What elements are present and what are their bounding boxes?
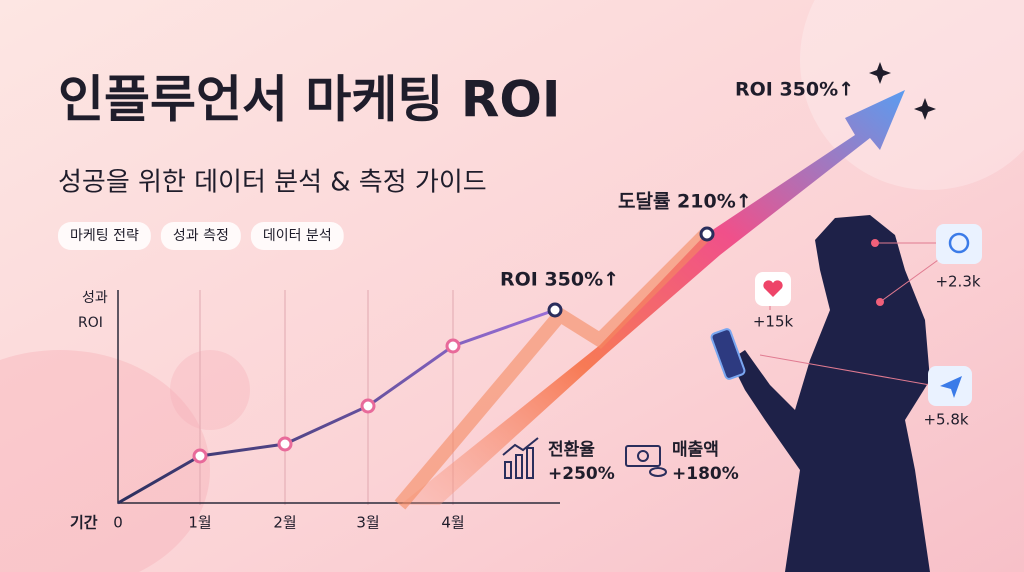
point — [445, 338, 461, 354]
title: 인플루언서 마케팅 ROI — [58, 71, 560, 129]
heart-icon — [763, 280, 783, 297]
blob — [170, 350, 250, 430]
annotation: 도달률 210%↑ — [618, 191, 752, 213]
x-label: 4월 — [441, 514, 464, 532]
social-count: +5.8k — [923, 411, 968, 429]
blob — [0, 350, 210, 572]
tag-label: 성과 측정 — [173, 228, 229, 244]
point — [277, 436, 293, 452]
trend-line — [117, 308, 556, 505]
x-label: 3월 — [356, 514, 379, 532]
metric-label: 전환율 — [548, 440, 595, 460]
subtitle: 성공을 위한 데이터 분석 & 측정 가이드 — [58, 168, 487, 198]
social-count: +15k — [753, 313, 794, 331]
comment-badge — [936, 224, 982, 264]
x-label: 1월 — [188, 514, 211, 532]
dot — [876, 298, 884, 306]
comment-icon — [948, 232, 970, 254]
metric-value: +180% — [672, 464, 739, 484]
y-axis-label: ROI — [78, 315, 103, 331]
tag-pill — [160, 222, 241, 250]
x-axis-label: 기간 — [70, 514, 98, 532]
point — [547, 302, 563, 318]
x-label: 2월 — [273, 514, 296, 532]
points — [192, 226, 715, 464]
point — [360, 398, 376, 414]
annotation: ROI 350%↑ — [735, 79, 854, 101]
point — [699, 226, 715, 242]
share-icon — [940, 376, 962, 398]
grid — [199, 290, 454, 505]
point — [192, 448, 208, 464]
dot — [871, 239, 879, 247]
metric-value: +250% — [548, 464, 615, 484]
x-label: 0 — [113, 514, 123, 532]
tag-label: 데이터 분석 — [263, 228, 332, 244]
tag-pill — [58, 222, 151, 250]
phone — [710, 328, 746, 380]
tags: 마케팅 전략 성과 측정 데이터 분석 — [58, 222, 344, 250]
growth-arrow — [400, 90, 905, 505]
social-count: +2.3k — [935, 273, 980, 291]
y-axis-label: 성과 — [82, 290, 108, 306]
tag-pill — [250, 222, 344, 250]
tag-label: 마케팅 전략 — [70, 228, 139, 244]
money-icon — [625, 445, 667, 477]
chart-icon — [502, 437, 539, 479]
annotation: ROI 350%↑ — [500, 269, 619, 291]
arrow-band — [394, 230, 710, 510]
metric-label: 매출액 — [672, 440, 719, 460]
connectors — [759, 242, 946, 386]
